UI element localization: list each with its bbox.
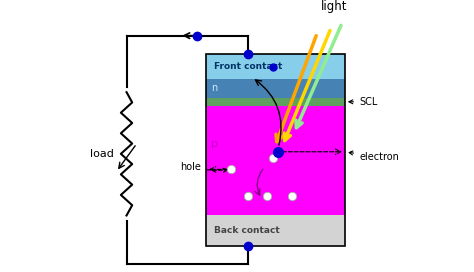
Text: hole: hole — [180, 162, 227, 172]
Text: n: n — [211, 83, 218, 93]
Text: SCL: SCL — [349, 97, 377, 107]
Text: light: light — [320, 0, 347, 13]
Text: electron: electron — [349, 151, 399, 162]
Bar — [206, 215, 345, 246]
Bar — [206, 54, 345, 79]
Bar — [206, 98, 345, 106]
Bar — [206, 106, 345, 215]
Text: p: p — [211, 139, 219, 149]
Bar — [206, 54, 345, 246]
Text: Front contact: Front contact — [214, 62, 282, 71]
Text: Back contact: Back contact — [214, 226, 280, 235]
Text: load: load — [90, 149, 114, 159]
Bar — [206, 79, 345, 98]
